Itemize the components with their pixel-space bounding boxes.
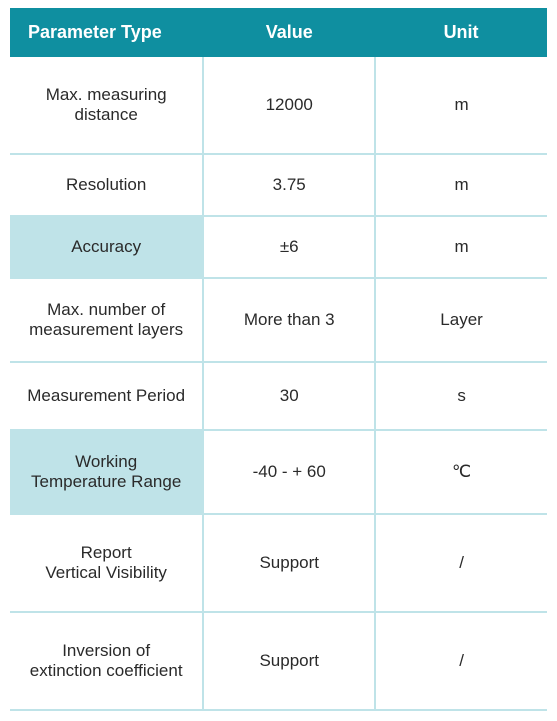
param-line2: Temperature Range — [16, 472, 196, 492]
table-row: Inversion ofextinction coefficientSuppor… — [10, 612, 547, 710]
cell-unit: s — [375, 362, 547, 430]
col-header-unit: Unit — [375, 8, 547, 57]
cell-parameter: Max. number ofmeasurement layers — [10, 278, 203, 362]
col-header-value: Value — [203, 8, 375, 57]
cell-parameter: Max. measuringdistance — [10, 57, 203, 154]
param-line1: Max. measuring — [16, 85, 196, 105]
cell-value: ±6 — [203, 216, 375, 278]
param-line1: Max. number of — [16, 300, 196, 320]
cell-unit: Layer — [375, 278, 547, 362]
cell-parameter: Resolution — [10, 154, 203, 216]
cell-value: -40 - + 60 — [203, 430, 375, 514]
cell-parameter: Measurement Period — [10, 362, 203, 430]
spec-table-container: Parameter Type Value Unit Max. measuring… — [0, 0, 557, 721]
param-line1: Report — [16, 543, 196, 563]
param-line1: Measurement Period — [16, 386, 196, 406]
header-row: Parameter Type Value Unit — [10, 8, 547, 57]
param-line2: distance — [16, 105, 196, 125]
table-row: ReportVertical VisibilitySupport/ — [10, 514, 547, 612]
param-line1: Working — [16, 452, 196, 472]
cell-unit: ℃ — [375, 430, 547, 514]
cell-unit: m — [375, 57, 547, 154]
table-row: Max. number ofmeasurement layersMore tha… — [10, 278, 547, 362]
param-line2: Vertical Visibility — [16, 563, 196, 583]
table-row: WorkingTemperature Range-40 - + 60℃ — [10, 430, 547, 514]
table-body: Max. measuringdistance12000mResolution3.… — [10, 57, 547, 710]
cell-unit: / — [375, 612, 547, 710]
table-row: Resolution 3.75m — [10, 154, 547, 216]
cell-unit: / — [375, 514, 547, 612]
cell-unit: m — [375, 216, 547, 278]
cell-value: More than 3 — [203, 278, 375, 362]
cell-value: 30 — [203, 362, 375, 430]
cell-unit: m — [375, 154, 547, 216]
table-row: Measurement Period 30s — [10, 362, 547, 430]
table-header: Parameter Type Value Unit — [10, 8, 547, 57]
cell-parameter: Inversion ofextinction coefficient — [10, 612, 203, 710]
param-line1: Accuracy — [16, 237, 196, 257]
spec-table: Parameter Type Value Unit Max. measuring… — [10, 8, 547, 711]
param-line2: extinction coefficient — [16, 661, 196, 681]
param-line2: measurement layers — [16, 320, 196, 340]
cell-parameter: ReportVertical Visibility — [10, 514, 203, 612]
col-header-parameter: Parameter Type — [10, 8, 203, 57]
cell-value: Support — [203, 514, 375, 612]
param-line1: Resolution — [16, 175, 196, 195]
cell-parameter: Accuracy — [10, 216, 203, 278]
cell-value: 3.75 — [203, 154, 375, 216]
cell-value: Support — [203, 612, 375, 710]
param-line1: Inversion of — [16, 641, 196, 661]
cell-parameter: WorkingTemperature Range — [10, 430, 203, 514]
table-row: Max. measuringdistance12000m — [10, 57, 547, 154]
cell-value: 12000 — [203, 57, 375, 154]
table-row: Accuracy ±6m — [10, 216, 547, 278]
